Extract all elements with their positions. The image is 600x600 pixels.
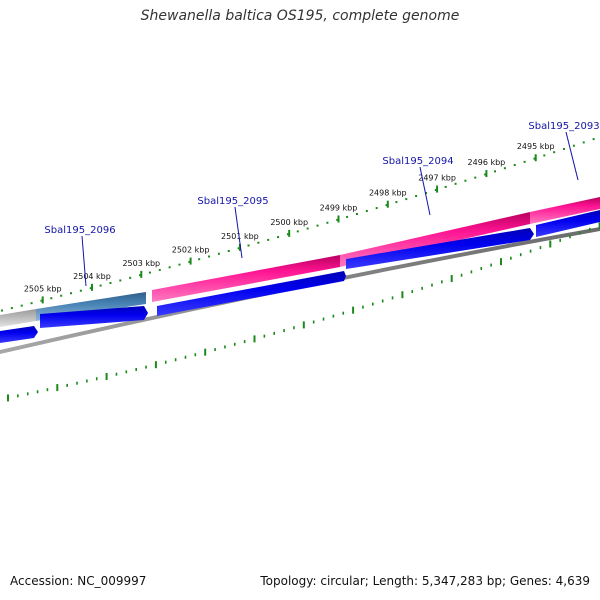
gene-label[interactable]: Sbal195_2093 (528, 121, 599, 132)
scale-tick-label: 2498 kbp (369, 189, 407, 198)
gene-label-leader (234, 206, 243, 259)
scale-tick-label: 2496 kbp (468, 158, 506, 167)
gene-label[interactable]: Sbal195_2094 (382, 156, 453, 167)
gene-label-leader (565, 131, 579, 181)
scale-tick-label: 2500 kbp (270, 218, 308, 227)
scale-tick-label: 2499 kbp (320, 203, 358, 212)
gene-arrow (0, 326, 38, 343)
scale-tick-label: 2505 kbp (24, 284, 62, 293)
scale-tick-label: 2495 kbp (517, 142, 555, 151)
gene-arrow (157, 271, 346, 316)
scale-tick-label: 2503 kbp (122, 259, 160, 268)
genome-summary-text: Topology: circular; Length: 5,347,283 bp… (260, 574, 590, 588)
map-title: Shewanella baltica OS195, complete genom… (140, 8, 460, 24)
gene-arrow (346, 228, 534, 269)
gene-label-leader (419, 166, 431, 216)
gene-label-leader (81, 235, 87, 287)
scale-tick-label: 2502 kbp (172, 246, 210, 255)
scale-tick-label: 2504 kbp (73, 272, 111, 281)
feature-gray (0, 309, 36, 327)
gene-arrow (40, 306, 148, 328)
scale-tick-label: 2497 kbp (418, 174, 456, 183)
genome-backbone (0, 227, 600, 354)
feature-pink-3 (530, 197, 600, 224)
gene-labels: Sbal195_2096 Sbal195_2095 Sbal195_2094 Sbal… (44, 121, 600, 287)
scale-ticks-outer (1, 138, 595, 312)
feature-pink-1 (152, 255, 340, 302)
accession-text: Accession: NC_009997 (10, 574, 147, 588)
scale-tick-label: 2501 kbp (221, 232, 259, 241)
gene-label[interactable]: Sbal195_2095 (197, 196, 268, 207)
gene-label[interactable]: Sbal195_2096 (44, 225, 115, 236)
scale-tick-labels: 2505 kbp 2504 kbp 2503 kbp 2502 kbp 2501 kbp… (24, 142, 555, 293)
gene-arrow (536, 210, 600, 237)
